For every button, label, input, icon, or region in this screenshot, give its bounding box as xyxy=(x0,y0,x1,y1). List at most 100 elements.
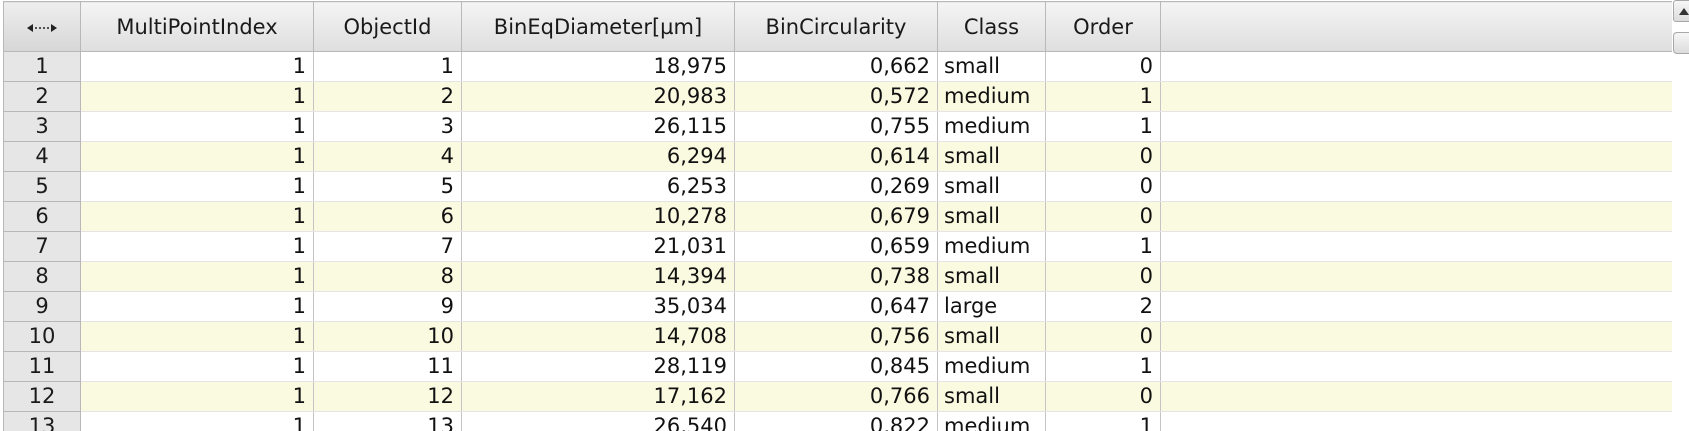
cell-objectid[interactable]: 13 xyxy=(313,411,462,431)
cell-bineqdiameter[interactable]: 21,031 xyxy=(461,231,735,262)
row-header[interactable]: 7 xyxy=(3,231,81,262)
cell-objectid[interactable]: 12 xyxy=(313,381,462,412)
cell-objectid[interactable]: 8 xyxy=(313,261,462,292)
cell-class[interactable]: small xyxy=(937,51,1046,82)
cell-multipointindex[interactable]: 1 xyxy=(80,381,314,412)
row-header[interactable]: 6 xyxy=(3,201,81,232)
cell-multipointindex[interactable]: 1 xyxy=(80,171,314,202)
cell-order[interactable]: 1 xyxy=(1045,411,1161,431)
cell-order[interactable]: 1 xyxy=(1045,111,1161,142)
cell-bincircularity[interactable]: 0,647 xyxy=(734,291,938,322)
row-header[interactable]: 8 xyxy=(3,261,81,292)
cell-class[interactable]: small xyxy=(937,261,1046,292)
cell-bincircularity[interactable]: 0,756 xyxy=(734,321,938,352)
cell-objectid[interactable]: 3 xyxy=(313,111,462,142)
row-header[interactable]: 13 xyxy=(3,411,81,431)
row-header[interactable]: 2 xyxy=(3,81,81,112)
cell-class[interactable]: medium xyxy=(937,111,1046,142)
table-row[interactable]: 7 1 7 21,031 0,659 medium 1 xyxy=(3,231,1684,262)
cell-multipointindex[interactable]: 1 xyxy=(80,111,314,142)
cell-multipointindex[interactable]: 1 xyxy=(80,51,314,82)
cell-class[interactable]: medium xyxy=(937,81,1046,112)
cell-order[interactable]: 1 xyxy=(1045,81,1161,112)
row-header[interactable]: 3 xyxy=(3,111,81,142)
cell-multipointindex[interactable]: 1 xyxy=(80,231,314,262)
row-header[interactable]: 10 xyxy=(3,321,81,352)
cell-bineqdiameter[interactable]: 10,278 xyxy=(461,201,735,232)
cell-multipointindex[interactable]: 1 xyxy=(80,141,314,172)
row-header[interactable]: 4 xyxy=(3,141,81,172)
cell-multipointindex[interactable]: 1 xyxy=(80,321,314,352)
cell-objectid[interactable]: 7 xyxy=(313,231,462,262)
cell-class[interactable]: large xyxy=(937,291,1046,322)
column-header-multipointindex[interactable]: MultiPointIndex xyxy=(80,1,314,52)
cell-bincircularity[interactable]: 0,755 xyxy=(734,111,938,142)
table-row[interactable]: 12 1 12 17,162 0,766 small 0 xyxy=(3,381,1684,412)
vertical-scrollbar[interactable] xyxy=(1672,0,1689,431)
cell-bineqdiameter[interactable]: 20,983 xyxy=(461,81,735,112)
cell-objectid[interactable]: 5 xyxy=(313,171,462,202)
cell-objectid[interactable]: 11 xyxy=(313,351,462,382)
table-row[interactable]: 5 1 5 6,253 0,269 small 0 xyxy=(3,171,1684,202)
column-header-bineqdiameter[interactable]: BinEqDiameter[µm] xyxy=(461,1,735,52)
cell-order[interactable]: 0 xyxy=(1045,381,1161,412)
cell-order[interactable]: 0 xyxy=(1045,201,1161,232)
table-row[interactable]: 3 1 3 26,115 0,755 medium 1 xyxy=(3,111,1684,142)
cell-order[interactable]: 0 xyxy=(1045,261,1161,292)
table-row[interactable]: 8 1 8 14,394 0,738 small 0 xyxy=(3,261,1684,292)
cell-bincircularity[interactable]: 0,766 xyxy=(734,381,938,412)
cell-multipointindex[interactable]: 1 xyxy=(80,291,314,322)
cell-multipointindex[interactable]: 1 xyxy=(80,201,314,232)
cell-bineqdiameter[interactable]: 18,975 xyxy=(461,51,735,82)
cell-class[interactable]: small xyxy=(937,201,1046,232)
cell-objectid[interactable]: 4 xyxy=(313,141,462,172)
scroll-thumb[interactable] xyxy=(1673,32,1689,54)
cell-class[interactable]: small xyxy=(937,171,1046,202)
row-header[interactable]: 9 xyxy=(3,291,81,322)
cell-bineqdiameter[interactable]: 6,294 xyxy=(461,141,735,172)
cell-class[interactable]: small xyxy=(937,321,1046,352)
table-row[interactable]: 11 1 11 28,119 0,845 medium 1 xyxy=(3,351,1684,382)
column-header-class[interactable]: Class xyxy=(937,1,1046,52)
cell-class[interactable]: medium xyxy=(937,351,1046,382)
cell-class[interactable]: small xyxy=(937,141,1046,172)
cell-bincircularity[interactable]: 0,572 xyxy=(734,81,938,112)
cell-objectid[interactable]: 6 xyxy=(313,201,462,232)
cell-multipointindex[interactable]: 1 xyxy=(80,261,314,292)
cell-multipointindex[interactable]: 1 xyxy=(80,351,314,382)
cell-order[interactable]: 0 xyxy=(1045,321,1161,352)
cell-bincircularity[interactable]: 0,845 xyxy=(734,351,938,382)
cell-bineqdiameter[interactable]: 26,115 xyxy=(461,111,735,142)
row-header[interactable]: 1 xyxy=(3,51,81,82)
table-row[interactable]: 1 1 1 18,975 0,662 small 0 xyxy=(3,51,1684,82)
cell-bineqdiameter[interactable]: 35,034 xyxy=(461,291,735,322)
cell-bincircularity[interactable]: 0,822 xyxy=(734,411,938,431)
row-header[interactable]: 12 xyxy=(3,381,81,412)
cell-class[interactable]: medium xyxy=(937,411,1046,431)
cell-class[interactable]: medium xyxy=(937,231,1046,262)
cell-bincircularity[interactable]: 0,679 xyxy=(734,201,938,232)
cell-order[interactable]: 0 xyxy=(1045,171,1161,202)
table-row[interactable]: 13 1 13 26,540 0,822 medium 1 xyxy=(3,411,1684,431)
cell-bincircularity[interactable]: 0,269 xyxy=(734,171,938,202)
table-row[interactable]: 9 1 9 35,034 0,647 large 2 xyxy=(3,291,1684,322)
table-row[interactable]: 4 1 4 6,294 0,614 small 0 xyxy=(3,141,1684,172)
corner-header-button[interactable] xyxy=(3,1,81,52)
cell-order[interactable]: 1 xyxy=(1045,351,1161,382)
cell-bincircularity[interactable]: 0,738 xyxy=(734,261,938,292)
cell-bincircularity[interactable]: 0,662 xyxy=(734,51,938,82)
cell-multipointindex[interactable]: 1 xyxy=(80,81,314,112)
cell-bineqdiameter[interactable]: 28,119 xyxy=(461,351,735,382)
cell-bincircularity[interactable]: 0,614 xyxy=(734,141,938,172)
row-header[interactable]: 5 xyxy=(3,171,81,202)
cell-objectid[interactable]: 1 xyxy=(313,51,462,82)
table-row[interactable]: 10 1 10 14,708 0,756 small 0 xyxy=(3,321,1684,352)
cell-order[interactable]: 0 xyxy=(1045,51,1161,82)
cell-order[interactable]: 2 xyxy=(1045,291,1161,322)
column-header-order[interactable]: Order xyxy=(1045,1,1161,52)
cell-order[interactable]: 0 xyxy=(1045,141,1161,172)
cell-objectid[interactable]: 9 xyxy=(313,291,462,322)
column-header-bincircularity[interactable]: BinCircularity xyxy=(734,1,938,52)
table-row[interactable]: 6 1 6 10,278 0,679 small 0 xyxy=(3,201,1684,232)
cell-objectid[interactable]: 10 xyxy=(313,321,462,352)
